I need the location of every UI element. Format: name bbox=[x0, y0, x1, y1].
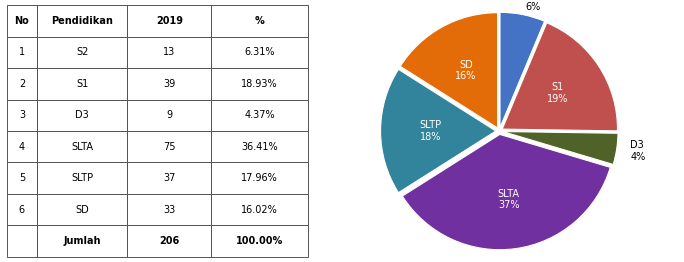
Text: 9: 9 bbox=[166, 110, 172, 120]
Text: SLTP: SLTP bbox=[71, 173, 93, 183]
Text: 39: 39 bbox=[163, 79, 176, 89]
Text: 3: 3 bbox=[19, 110, 25, 120]
Text: 206: 206 bbox=[159, 236, 179, 246]
Text: SD: SD bbox=[75, 205, 89, 215]
Bar bbox=[37, 100, 127, 131]
Text: 13: 13 bbox=[163, 47, 176, 57]
Bar bbox=[37, 194, 127, 225]
Bar bbox=[37, 68, 127, 100]
Text: %: % bbox=[254, 16, 265, 26]
Wedge shape bbox=[400, 13, 498, 128]
Text: No: No bbox=[14, 16, 29, 26]
Text: 4: 4 bbox=[19, 142, 25, 152]
Text: 1: 1 bbox=[19, 47, 25, 57]
Bar bbox=[211, 68, 308, 100]
Bar bbox=[7, 162, 37, 194]
Text: S2
6%: S2 6% bbox=[525, 0, 540, 12]
Text: S1
19%: S1 19% bbox=[547, 82, 568, 104]
Text: 37: 37 bbox=[163, 173, 176, 183]
Bar bbox=[127, 194, 211, 225]
Text: 33: 33 bbox=[163, 205, 176, 215]
Bar bbox=[211, 225, 308, 257]
Bar bbox=[211, 194, 308, 225]
Text: D3
4%: D3 4% bbox=[631, 140, 646, 162]
Text: 75: 75 bbox=[163, 142, 176, 152]
Text: S1: S1 bbox=[76, 79, 88, 89]
Text: 2019: 2019 bbox=[156, 16, 183, 26]
Bar bbox=[37, 5, 127, 37]
Bar bbox=[127, 225, 211, 257]
Text: 6: 6 bbox=[19, 205, 25, 215]
Text: 16.02%: 16.02% bbox=[241, 205, 278, 215]
Text: Jumlah: Jumlah bbox=[64, 236, 101, 246]
Wedge shape bbox=[502, 23, 618, 131]
Bar bbox=[7, 131, 37, 162]
Text: 2: 2 bbox=[18, 79, 25, 89]
Bar bbox=[211, 37, 308, 68]
Bar bbox=[37, 225, 127, 257]
Bar bbox=[127, 37, 211, 68]
Wedge shape bbox=[500, 12, 544, 128]
Text: D3: D3 bbox=[75, 110, 89, 120]
Text: SLTA
37%: SLTA 37% bbox=[498, 189, 520, 210]
Text: S2: S2 bbox=[76, 47, 88, 57]
Text: 17.96%: 17.96% bbox=[241, 173, 278, 183]
Text: Pendidikan: Pendidikan bbox=[51, 16, 113, 26]
Text: 5: 5 bbox=[18, 173, 25, 183]
Bar bbox=[211, 100, 308, 131]
Bar bbox=[211, 5, 308, 37]
Bar bbox=[127, 131, 211, 162]
Bar bbox=[7, 194, 37, 225]
Wedge shape bbox=[380, 69, 496, 193]
Bar bbox=[37, 162, 127, 194]
Text: 100.00%: 100.00% bbox=[236, 236, 283, 246]
Bar bbox=[127, 68, 211, 100]
Bar bbox=[7, 5, 37, 37]
Bar bbox=[127, 100, 211, 131]
Wedge shape bbox=[503, 132, 618, 165]
Bar bbox=[37, 37, 127, 68]
Bar bbox=[7, 225, 37, 257]
Bar bbox=[7, 68, 37, 100]
Wedge shape bbox=[402, 134, 610, 250]
Text: SLTP
18%: SLTP 18% bbox=[419, 120, 441, 142]
Text: SD
16%: SD 16% bbox=[456, 60, 477, 81]
Text: 6.31%: 6.31% bbox=[244, 47, 275, 57]
Text: 18.93%: 18.93% bbox=[241, 79, 278, 89]
Bar bbox=[127, 162, 211, 194]
Bar bbox=[211, 131, 308, 162]
Text: 36.41%: 36.41% bbox=[241, 142, 278, 152]
Bar bbox=[7, 37, 37, 68]
Bar bbox=[211, 162, 308, 194]
Bar bbox=[7, 100, 37, 131]
Text: 4.37%: 4.37% bbox=[244, 110, 275, 120]
Bar bbox=[37, 131, 127, 162]
Text: SLTA: SLTA bbox=[71, 142, 93, 152]
Bar bbox=[127, 5, 211, 37]
